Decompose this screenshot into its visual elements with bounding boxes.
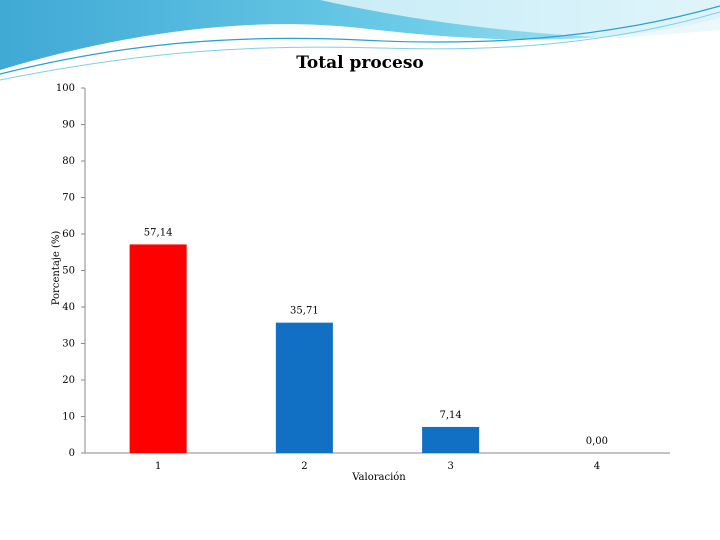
y-tick-label: 40 (62, 302, 75, 313)
y-tick-label: 70 (62, 193, 75, 204)
y-tick-label: 30 (62, 339, 75, 350)
y-tick-label: 10 (62, 412, 75, 423)
y-tick-label: 90 (62, 120, 75, 131)
data-label-3: 7,14 (439, 410, 461, 421)
x-tick-label: 2 (301, 461, 307, 472)
chart-title: Total proceso (296, 53, 424, 73)
data-label-1: 57,14 (144, 227, 173, 238)
bar-2 (275, 322, 333, 453)
y-tick-label: 60 (62, 229, 75, 240)
x-axis-label: Valoración (351, 472, 406, 483)
data-label-2: 35,71 (290, 306, 319, 317)
bar-1 (129, 244, 187, 453)
data-label-4: 0,00 (586, 436, 608, 447)
decorative-header-waves (0, 0, 720, 81)
y-tick-label: 0 (69, 448, 75, 459)
y-axis-label: Porcentaje (%) (51, 231, 62, 306)
y-tick-label: 50 (62, 266, 75, 277)
x-tick-label: 1 (155, 461, 161, 472)
y-tick-label: 20 (62, 375, 75, 386)
bar-3 (422, 426, 480, 453)
y-tick-label: 100 (56, 83, 75, 94)
x-tick-label: 3 (447, 461, 453, 472)
y-tick-label: 80 (62, 156, 75, 167)
x-tick-label: 4 (594, 461, 600, 472)
